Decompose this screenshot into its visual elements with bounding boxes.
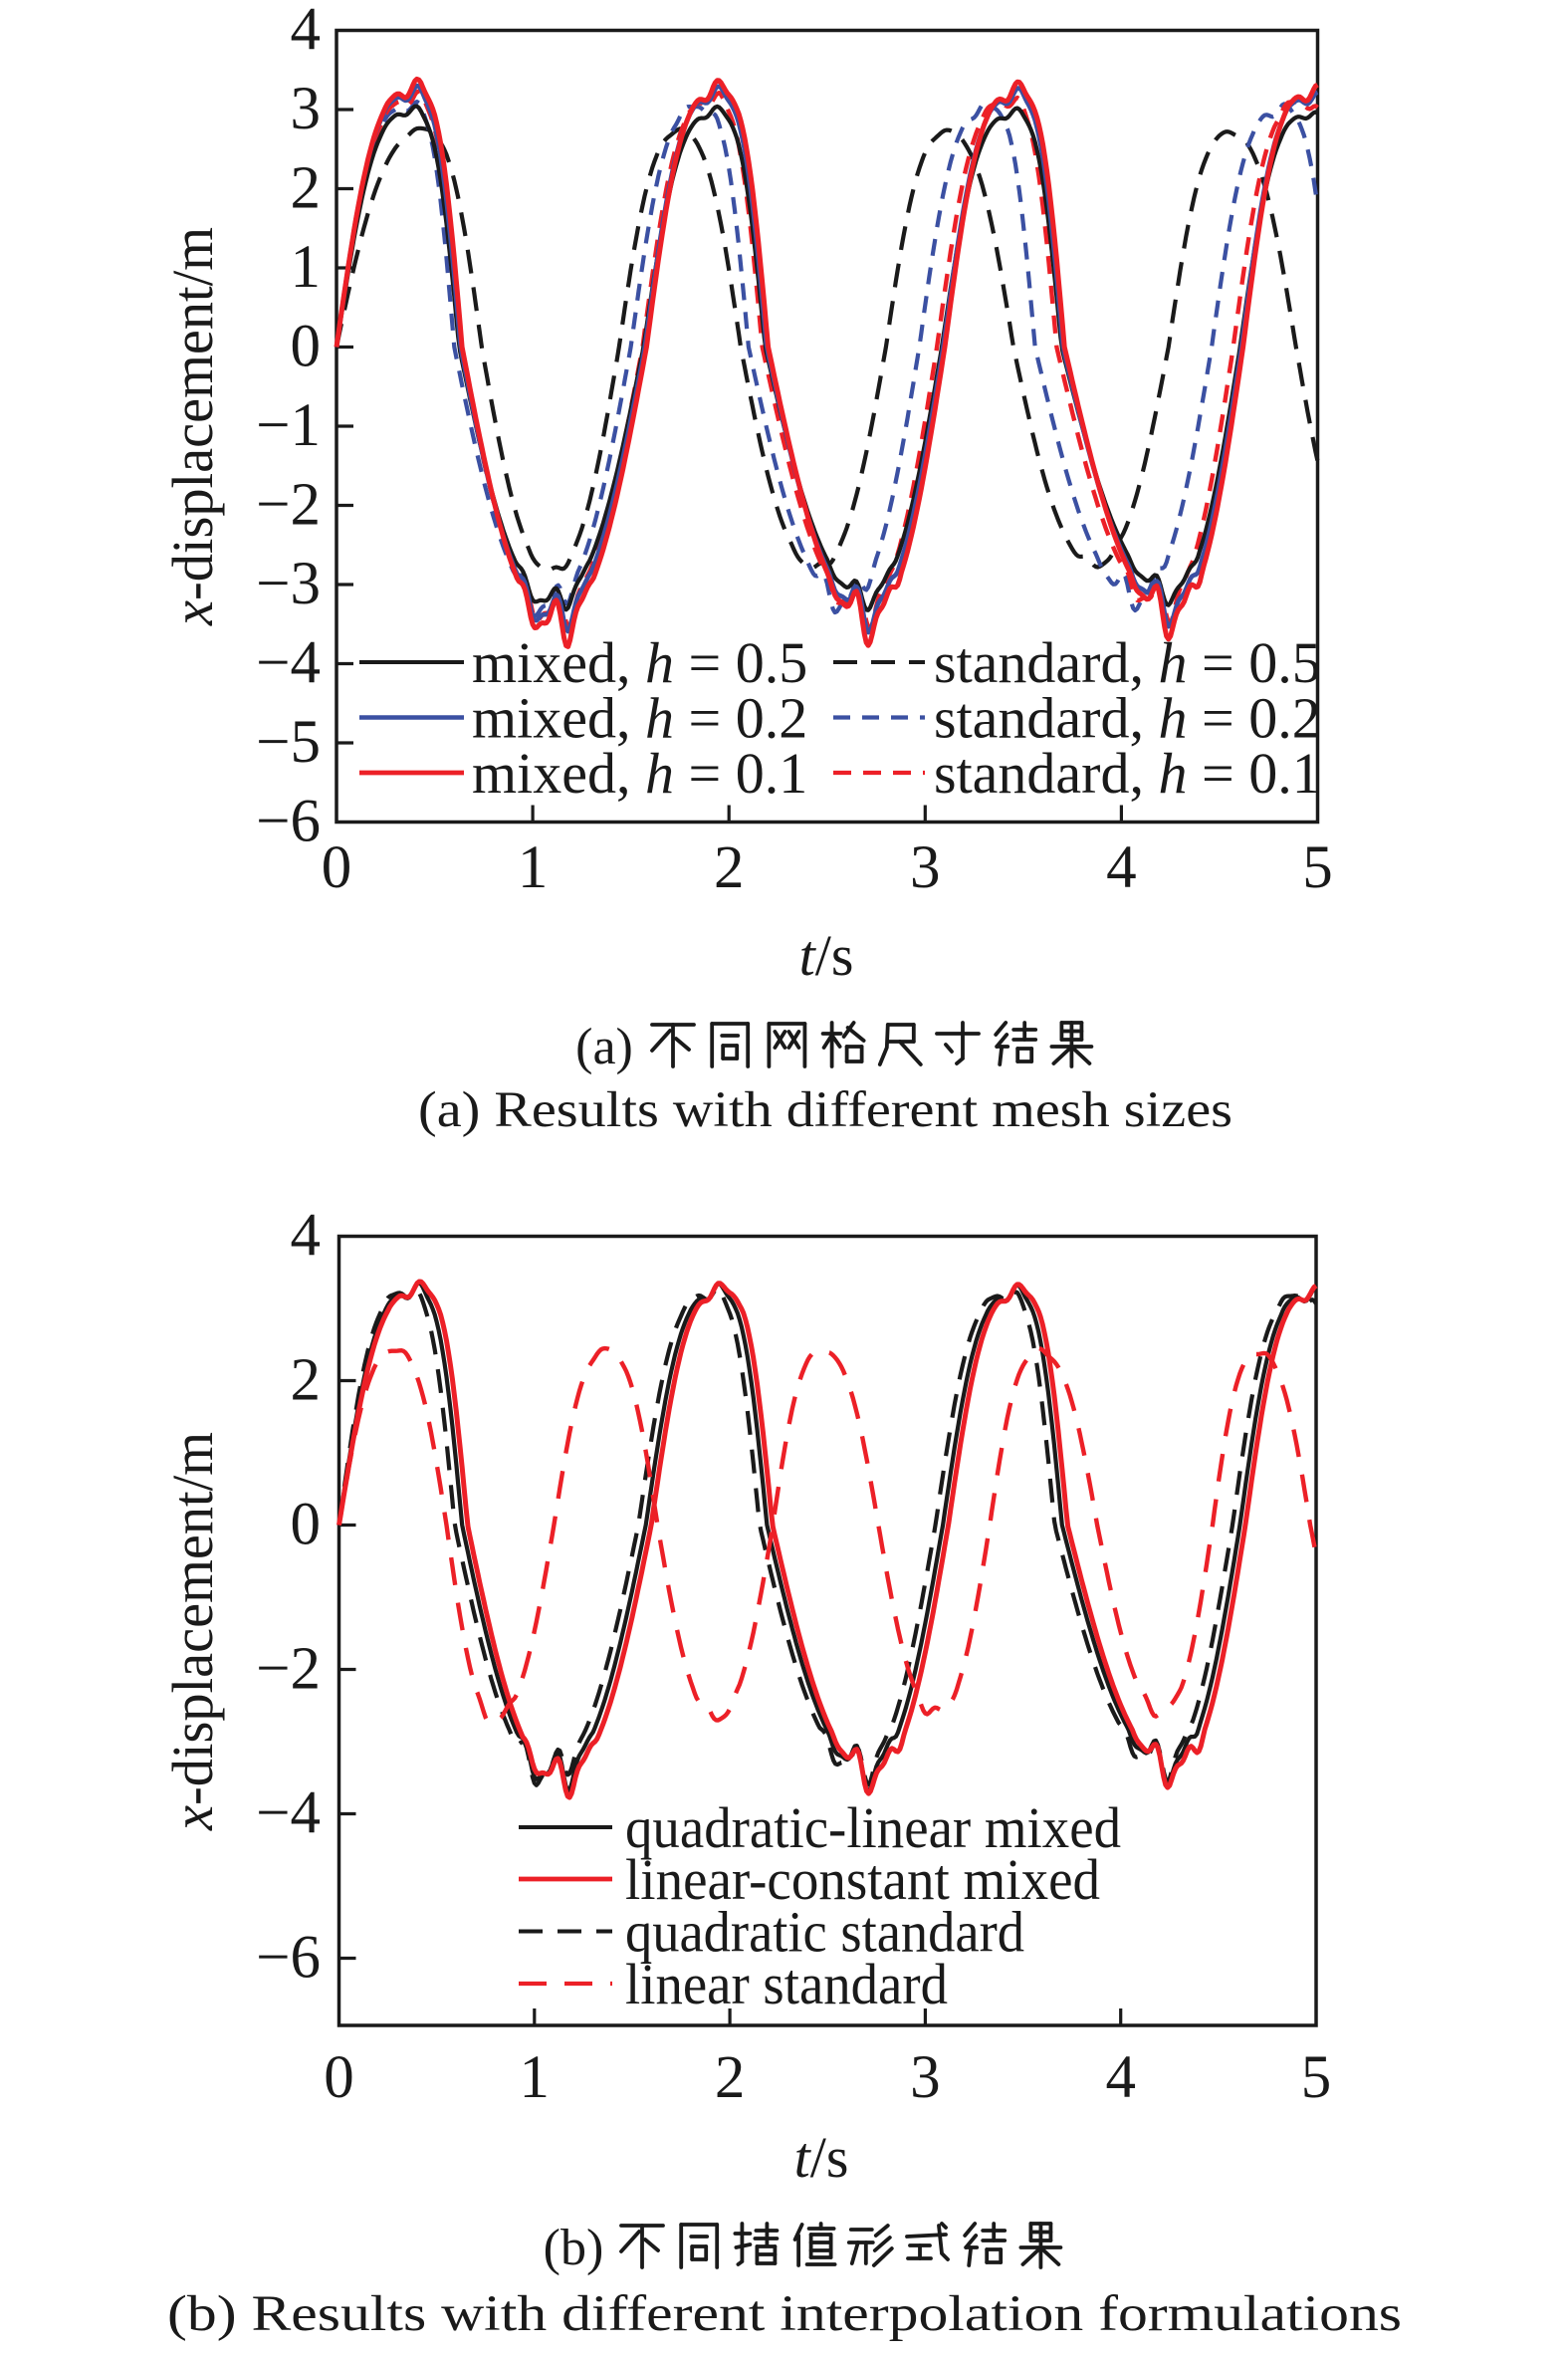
- svg-text:mixed, h = 0.1: mixed, h = 0.1: [472, 741, 807, 806]
- svg-text:x-displacement/m: x-displacement/m: [160, 1432, 225, 1831]
- svg-text:0: 0: [291, 1492, 322, 1558]
- svg-text:2: 2: [715, 2044, 746, 2111]
- svg-text:3: 3: [910, 834, 941, 901]
- svg-text:4: 4: [291, 0, 322, 64]
- svg-text:quadratic standard: quadratic standard: [625, 1900, 1024, 1965]
- svg-text:mixed, h = 0.2: mixed, h = 0.2: [472, 686, 807, 751]
- svg-text:5: 5: [1302, 834, 1333, 901]
- svg-text:(a): (a): [575, 1019, 633, 1075]
- svg-text:1: 1: [291, 234, 322, 301]
- svg-text:1: 1: [518, 834, 549, 901]
- svg-text:t/s: t/s: [794, 2125, 849, 2190]
- svg-text:−5: −5: [256, 709, 321, 776]
- svg-text:3: 3: [910, 2044, 941, 2111]
- svg-text:−2: −2: [256, 1636, 321, 1703]
- svg-text:standard, h = 0.2: standard, h = 0.2: [934, 686, 1321, 751]
- svg-text:4: 4: [1105, 2044, 1136, 2111]
- svg-text:linear-constant mixed: linear-constant mixed: [625, 1847, 1100, 1912]
- svg-text:quadratic-linear mixed: quadratic-linear mixed: [625, 1795, 1121, 1860]
- svg-text:1: 1: [520, 2044, 551, 2111]
- svg-text:4: 4: [1106, 834, 1137, 901]
- svg-text:−2: −2: [256, 472, 321, 539]
- svg-text:(b): (b): [544, 2220, 604, 2276]
- svg-text:(a) Results with different mes: (a) Results with different mesh sizes: [418, 1082, 1232, 1138]
- svg-text:5: 5: [1301, 2044, 1332, 2111]
- svg-text:2: 2: [291, 155, 322, 222]
- svg-text:2: 2: [714, 834, 745, 901]
- svg-text:3: 3: [291, 76, 322, 142]
- svg-text:t/s: t/s: [799, 923, 854, 988]
- svg-text:linear standard: linear standard: [625, 1952, 948, 2016]
- svg-text:−1: −1: [256, 392, 321, 459]
- svg-text:−6: −6: [256, 1925, 321, 1992]
- svg-text:4: 4: [291, 1203, 322, 1270]
- svg-text:0: 0: [291, 314, 322, 380]
- svg-text:−3: −3: [256, 551, 321, 617]
- svg-text:standard, h = 0.5: standard, h = 0.5: [934, 630, 1321, 695]
- svg-text:2: 2: [291, 1347, 322, 1414]
- svg-text:mixed, h = 0.5: mixed, h = 0.5: [472, 630, 807, 695]
- svg-text:0: 0: [322, 834, 352, 901]
- svg-text:−6: −6: [256, 789, 321, 855]
- svg-text:x-displacement/m: x-displacement/m: [160, 227, 225, 626]
- svg-text:−4: −4: [256, 630, 321, 697]
- svg-text:−4: −4: [256, 1780, 321, 1847]
- svg-text:(b) Results with different int: (b) Results with different interpolation…: [167, 2286, 1402, 2342]
- svg-text:standard, h = 0.1: standard, h = 0.1: [934, 741, 1321, 806]
- svg-text:0: 0: [324, 2044, 354, 2111]
